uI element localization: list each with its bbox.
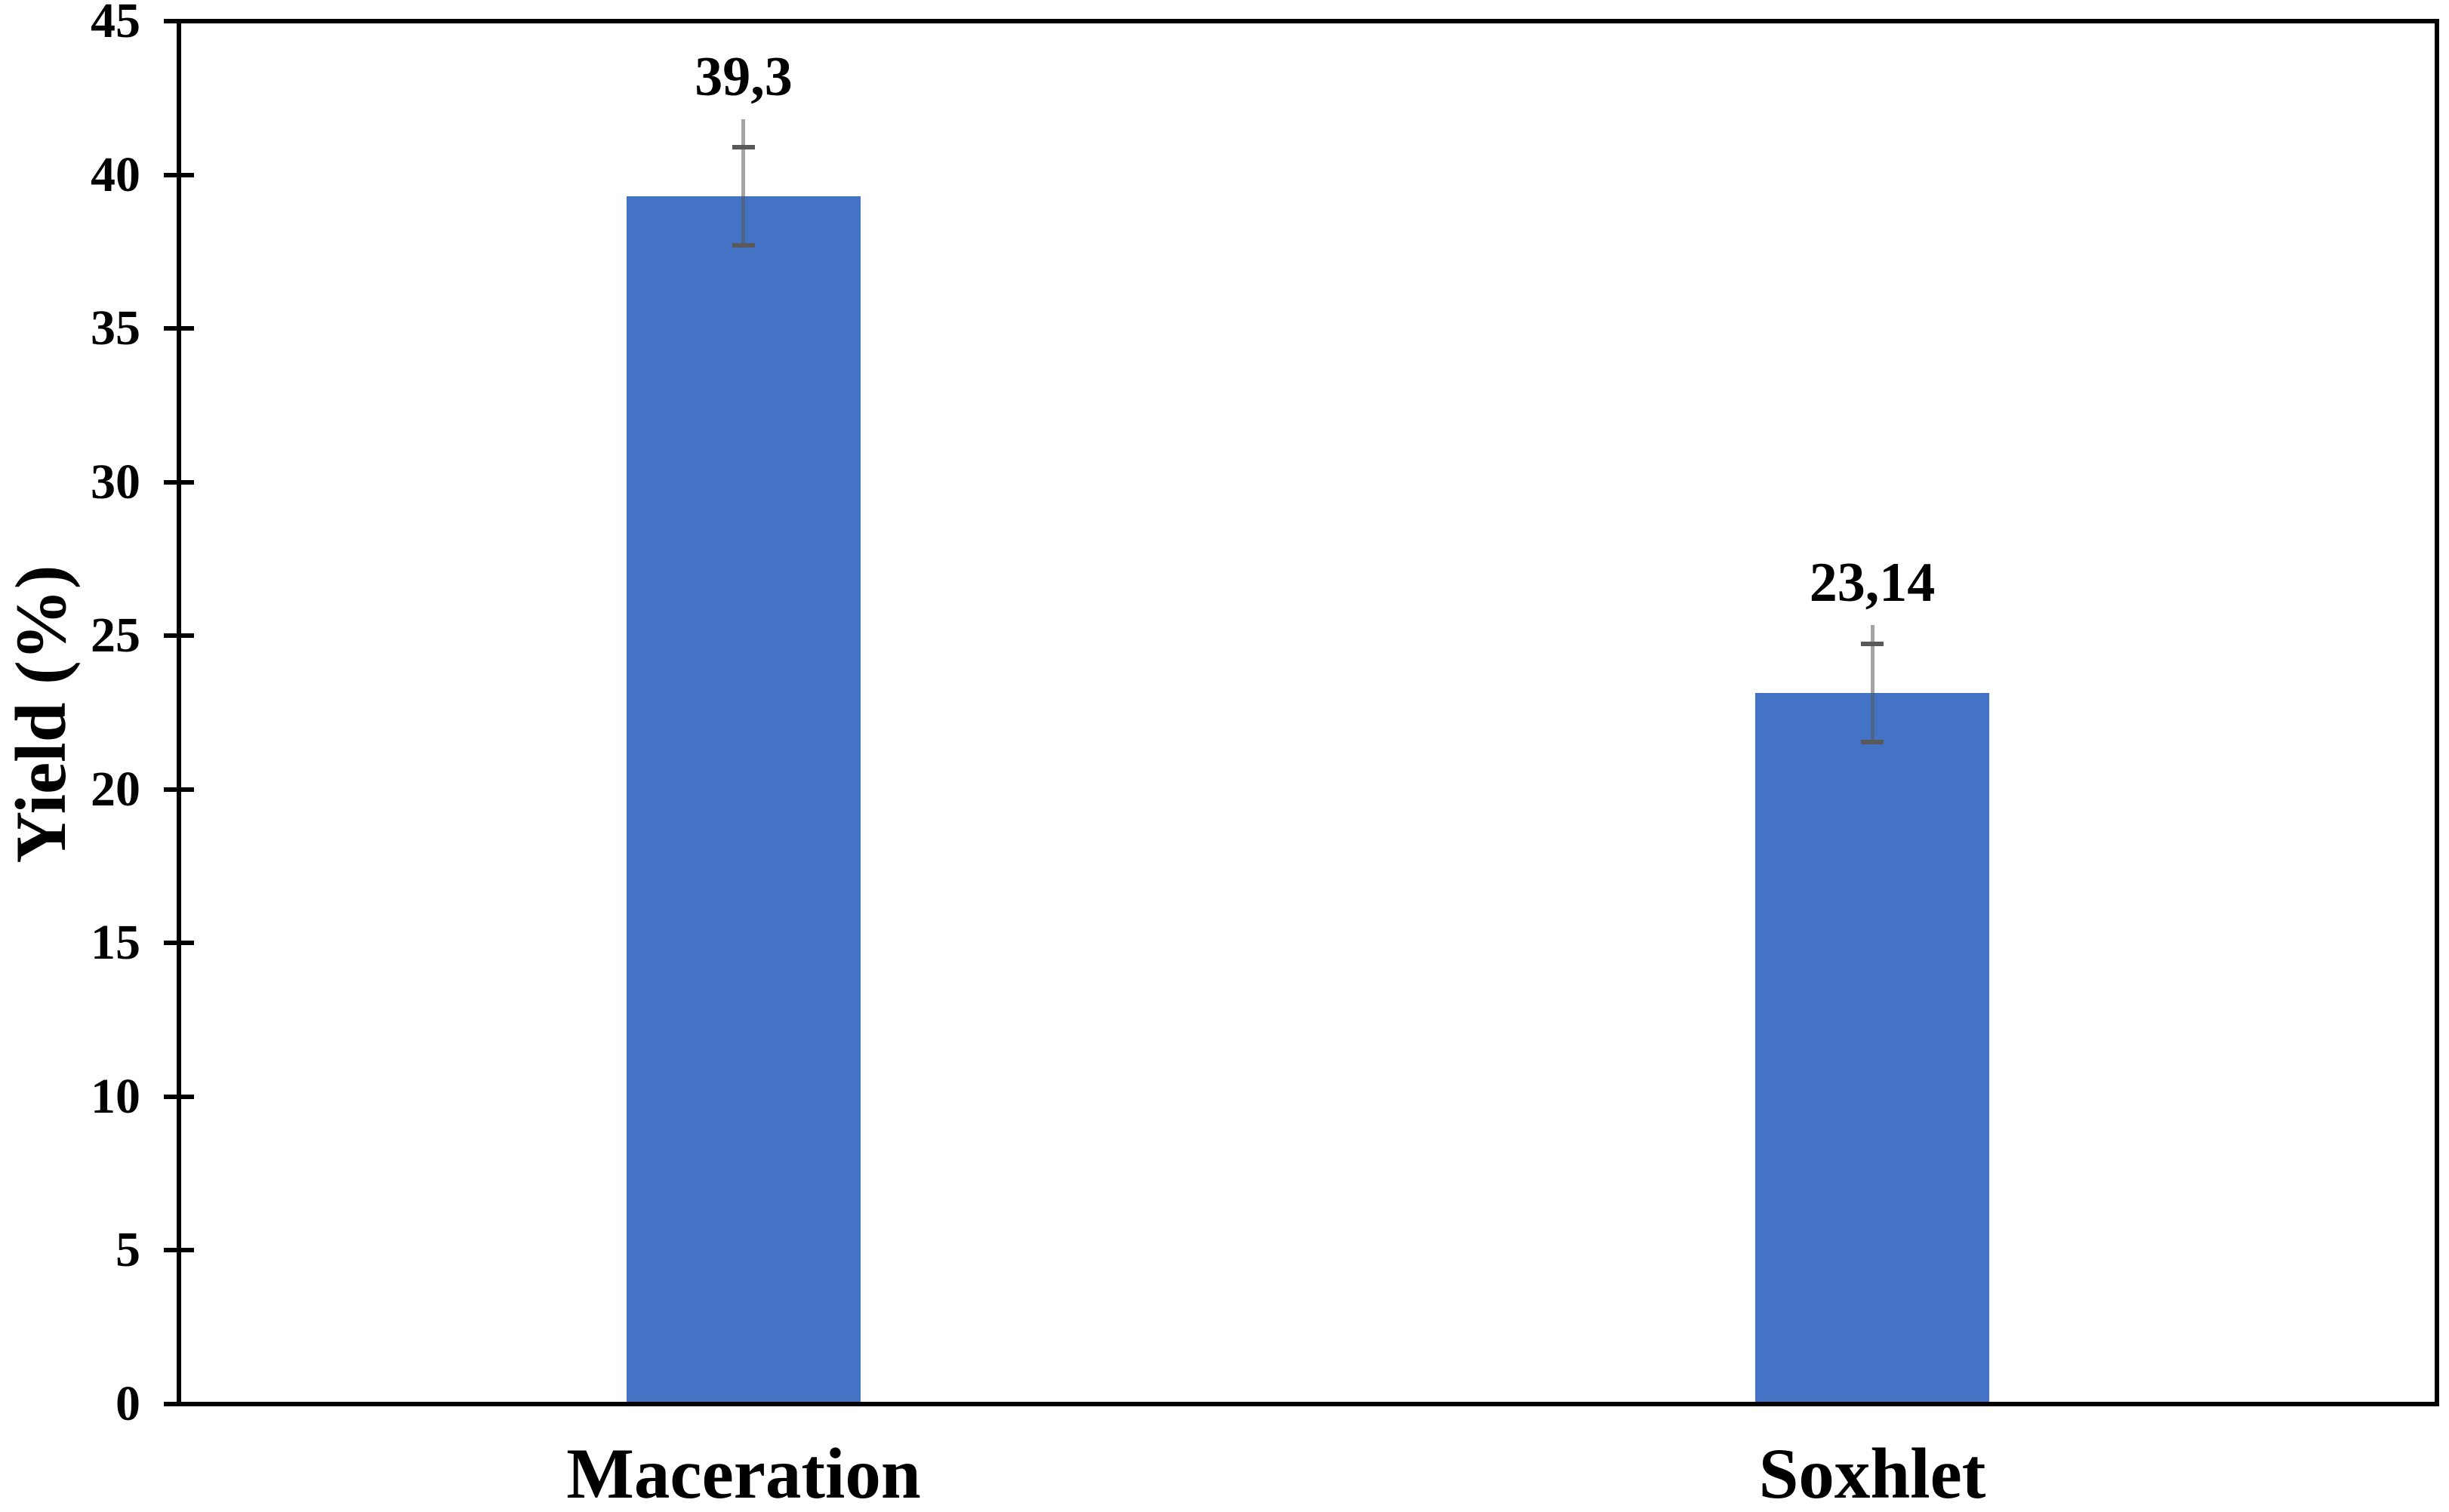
error-bar-cap-bottom xyxy=(732,243,755,248)
y-tick-mark xyxy=(164,173,194,177)
y-axis-line xyxy=(177,19,181,1406)
error-bar-line xyxy=(1871,625,1874,742)
y-tick-label: 35 xyxy=(91,300,140,356)
y-tick-mark xyxy=(164,480,194,485)
y-tick-mark xyxy=(164,941,194,945)
y-tick-label: 5 xyxy=(116,1222,140,1277)
error-bar-line xyxy=(741,119,745,245)
y-tick-label: 0 xyxy=(116,1376,140,1431)
plot-border-right xyxy=(2435,19,2439,1406)
y-tick-mark xyxy=(164,1095,194,1099)
y-tick-label: 30 xyxy=(91,454,140,510)
category-label-soxhlet: Soxhlet xyxy=(1758,1433,1986,1512)
y-tick-label: 40 xyxy=(91,147,140,202)
y-tick-label: 45 xyxy=(91,0,140,48)
category-label-maceration: Maceration xyxy=(566,1433,921,1512)
y-tick-label: 25 xyxy=(91,608,140,663)
data-label-maceration: 39,3 xyxy=(695,46,793,108)
error-bar-cap-bottom xyxy=(1861,740,1884,744)
y-tick-mark xyxy=(164,326,194,331)
data-label-soxhlet: 23,14 xyxy=(1809,552,1936,614)
y-tick-label: 10 xyxy=(91,1069,140,1124)
y-tick-mark xyxy=(164,787,194,792)
y-tick-mark xyxy=(164,1248,194,1252)
y-tick-label: 20 xyxy=(91,762,140,817)
y-tick-mark xyxy=(164,633,194,638)
plot-border-top xyxy=(164,19,2437,23)
bar-soxhlet xyxy=(1755,693,1989,1404)
y-tick-label: 15 xyxy=(91,915,140,970)
error-bar-cap-top xyxy=(732,145,755,149)
bar-maceration xyxy=(627,196,861,1404)
x-axis-line xyxy=(164,1402,2437,1406)
error-bar-cap-top xyxy=(1861,642,1884,646)
